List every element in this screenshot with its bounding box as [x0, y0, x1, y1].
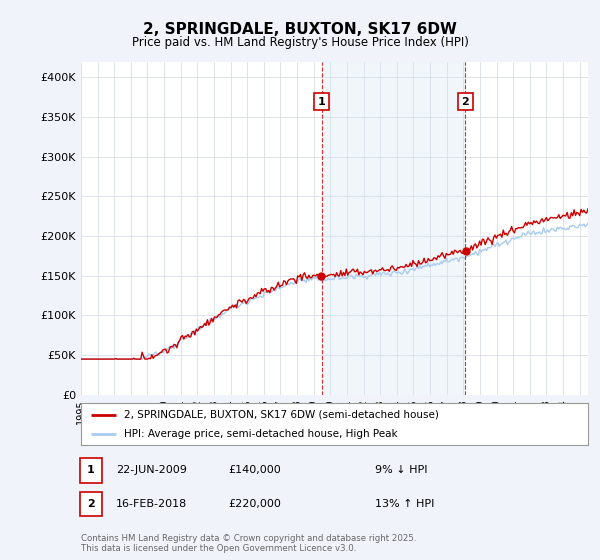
Text: 9% ↓ HPI: 9% ↓ HPI — [375, 465, 427, 475]
Text: 2: 2 — [87, 499, 95, 509]
Text: Contains HM Land Registry data © Crown copyright and database right 2025.
This d: Contains HM Land Registry data © Crown c… — [81, 534, 416, 553]
Bar — [322, 62, 466, 395]
Text: 22-JUN-2009: 22-JUN-2009 — [116, 465, 187, 475]
Text: HPI: Average price, semi-detached house, High Peak: HPI: Average price, semi-detached house,… — [124, 429, 398, 439]
Text: 1: 1 — [318, 96, 326, 106]
Text: 2, SPRINGDALE, BUXTON, SK17 6DW (semi-detached house): 2, SPRINGDALE, BUXTON, SK17 6DW (semi-de… — [124, 409, 439, 419]
Text: Price paid vs. HM Land Registry's House Price Index (HPI): Price paid vs. HM Land Registry's House … — [131, 36, 469, 49]
Text: £140,000: £140,000 — [228, 465, 281, 475]
Text: £220,000: £220,000 — [228, 499, 281, 509]
Text: 2, SPRINGDALE, BUXTON, SK17 6DW: 2, SPRINGDALE, BUXTON, SK17 6DW — [143, 22, 457, 38]
Text: 16-FEB-2018: 16-FEB-2018 — [116, 499, 187, 509]
Text: 1: 1 — [87, 465, 95, 475]
Text: 13% ↑ HPI: 13% ↑ HPI — [375, 499, 434, 509]
Text: 2: 2 — [461, 96, 469, 106]
